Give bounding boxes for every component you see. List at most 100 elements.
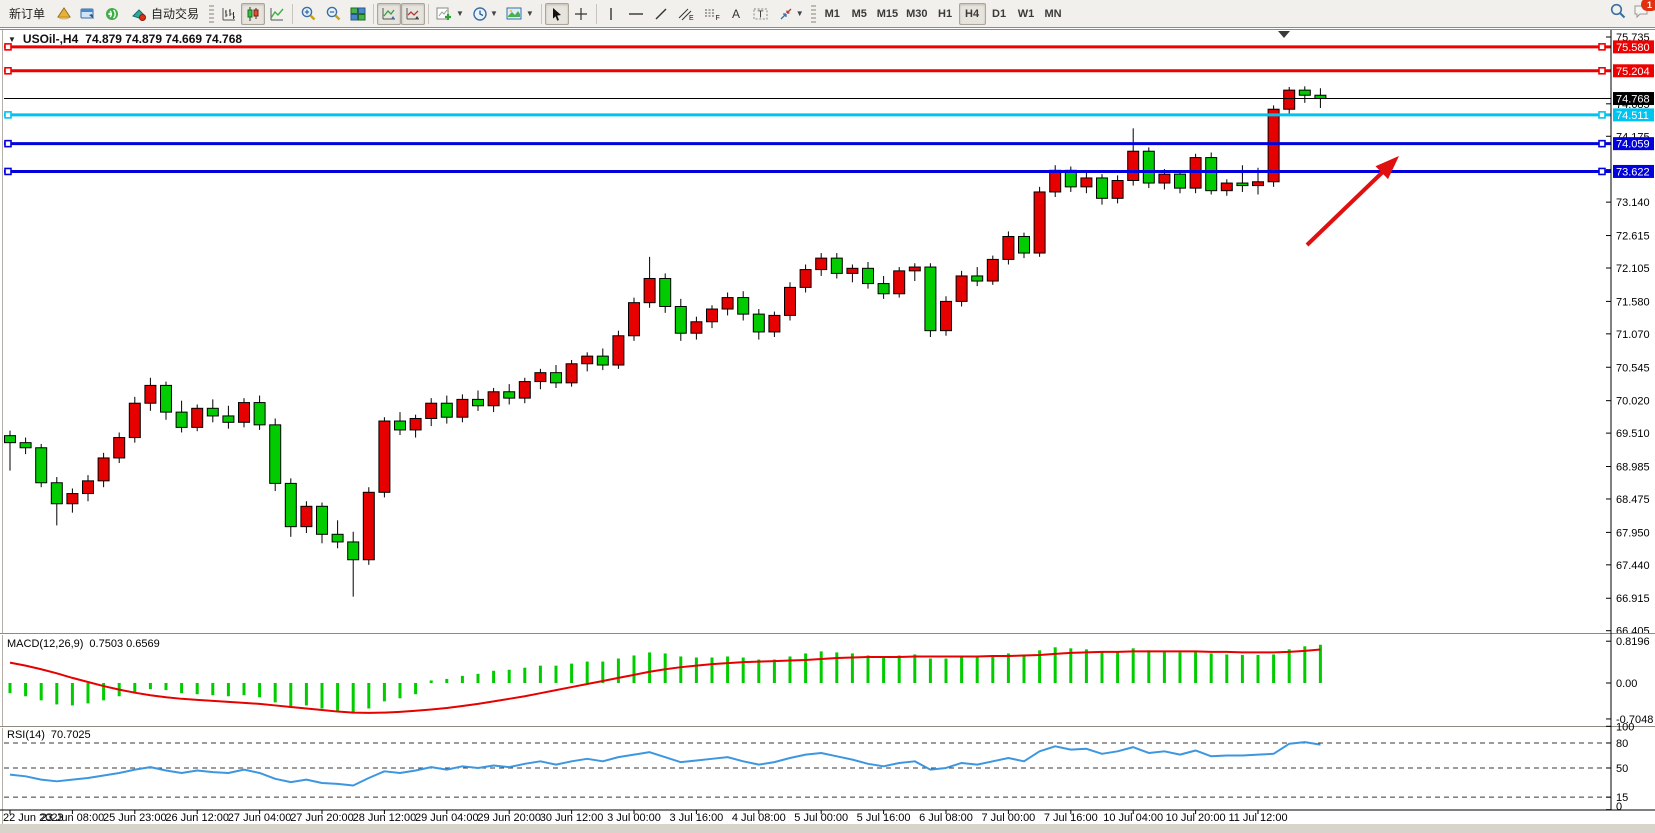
price-tick-label: 67.950 xyxy=(1616,527,1650,539)
trend-arrow-head[interactable] xyxy=(1375,156,1399,180)
trend-arrow-shaft[interactable] xyxy=(1305,162,1393,247)
candle xyxy=(82,480,94,495)
candle xyxy=(347,541,360,561)
candle xyxy=(1033,191,1046,254)
line-chart-mode-icon[interactable] xyxy=(265,3,289,25)
candle xyxy=(269,424,282,484)
timeframe-button-H1[interactable]: H1 xyxy=(932,3,959,25)
line-handle[interactable] xyxy=(1598,167,1606,176)
candle xyxy=(238,402,250,423)
timeframe-button-W1[interactable]: W1 xyxy=(1013,3,1040,25)
candle xyxy=(706,308,718,323)
candle xyxy=(144,384,157,404)
channel-tool-icon[interactable]: E xyxy=(673,3,699,25)
notifications-icon[interactable]: 1 xyxy=(1633,0,1655,25)
timeframe-button-M5[interactable]: M5 xyxy=(846,3,873,25)
auto-trading-label: 自动交易 xyxy=(151,7,200,21)
candlestick-mode-icon[interactable] xyxy=(241,2,266,25)
rsi-axis-label: 15 xyxy=(1616,792,1628,804)
timeframe-button-M1[interactable]: M1 xyxy=(819,3,846,25)
line-handle[interactable] xyxy=(1598,111,1606,119)
svg-text:A: A xyxy=(732,7,740,21)
timeframe-button-M30[interactable]: M30 xyxy=(902,3,931,25)
candle xyxy=(1236,182,1249,187)
time-label: 4 Jul 08:00 xyxy=(732,812,786,824)
svg-text:T: T xyxy=(757,9,763,20)
tile-windows-icon[interactable] xyxy=(346,3,370,25)
rsi-value: 70.7025 xyxy=(50,729,91,741)
candle xyxy=(565,363,578,384)
gold-ingot-icon[interactable] xyxy=(52,3,76,25)
line-handle[interactable] xyxy=(1598,43,1606,51)
line-handle[interactable] xyxy=(4,139,12,148)
price-tick-label: 73.140 xyxy=(1616,197,1650,209)
candle xyxy=(66,493,79,505)
line-handle[interactable] xyxy=(1598,66,1606,75)
candle xyxy=(1049,169,1062,193)
time-label: 27 Jun 20:00 xyxy=(290,812,354,824)
line-handle[interactable] xyxy=(1598,139,1606,148)
time-label: 10 Jul 04:00 xyxy=(1103,812,1163,824)
chevron-down-icon: ▼ xyxy=(795,9,804,18)
search-icon[interactable] xyxy=(1609,2,1627,25)
indicator-window-icon[interactable] xyxy=(377,2,402,25)
timeframe-button-D1[interactable]: D1 xyxy=(986,3,1013,25)
macd-values: 0.7503 0.6569 xyxy=(89,638,160,650)
time-label: 3 Jul 00:00 xyxy=(607,812,661,824)
price-line-badge xyxy=(1613,108,1654,122)
fibonacci-tool-icon[interactable]: F xyxy=(699,3,725,25)
period-clock-icon[interactable]: ▼ xyxy=(468,3,502,25)
zoom-in-icon[interactable] xyxy=(296,3,321,25)
price-badge-label: 75.580 xyxy=(1616,42,1650,54)
candle xyxy=(1252,181,1264,187)
candle xyxy=(128,402,141,439)
candle xyxy=(971,275,984,282)
time-label: 23 Jun 08:00 xyxy=(41,812,105,824)
line-handle[interactable] xyxy=(4,167,12,176)
line-handle[interactable] xyxy=(4,66,12,75)
rsi-axis-label: 80 xyxy=(1616,738,1628,750)
candle xyxy=(877,283,890,295)
time-label: 11 Jul 12:00 xyxy=(1228,812,1287,824)
shapes-tool-icon[interactable]: ▼ xyxy=(774,3,808,25)
zoom-out-icon[interactable] xyxy=(321,3,346,25)
template-image-icon[interactable]: ▼ xyxy=(502,3,538,25)
timeframe-button-MN[interactable]: MN xyxy=(1040,3,1067,25)
auto-trading-button[interactable]: 自动交易 xyxy=(124,3,206,25)
indicator-list-icon[interactable] xyxy=(401,2,426,25)
signal-icon[interactable] xyxy=(100,3,124,25)
chart-background xyxy=(0,28,1655,833)
candle xyxy=(1096,177,1108,199)
candle xyxy=(596,355,609,366)
new-order-button[interactable]: 新订单 xyxy=(2,3,52,25)
vertical-line-tool-icon[interactable] xyxy=(600,3,623,25)
toolbar-grip xyxy=(209,4,215,23)
timeframe-button-H4[interactable]: H4 xyxy=(958,2,986,25)
candle xyxy=(456,398,469,418)
label-tool-icon[interactable]: T xyxy=(748,3,774,25)
candle xyxy=(1205,157,1218,192)
bar-chart-mode-icon[interactable] xyxy=(217,3,241,25)
time-label: 5 Jul 00:00 xyxy=(794,812,848,824)
terminal-window-icon[interactable] xyxy=(76,3,100,25)
text-tool-icon[interactable]: A xyxy=(725,3,748,25)
toolbar-separator xyxy=(540,3,542,24)
candle xyxy=(1127,150,1140,181)
symbol-dropdown-icon[interactable]: ▼ xyxy=(8,34,16,44)
timeframe-button-M15[interactable]: M15 xyxy=(873,3,902,25)
candle xyxy=(581,355,594,365)
window-bottom-strip xyxy=(0,824,1655,833)
candle xyxy=(846,267,859,274)
line-handle[interactable] xyxy=(4,111,12,119)
horizontal-line-tool-icon[interactable] xyxy=(623,3,649,25)
add-indicator-icon[interactable]: ▼ xyxy=(432,3,468,25)
candle xyxy=(284,482,297,528)
crosshair-icon[interactable] xyxy=(569,3,593,25)
trendline-tool-icon[interactable] xyxy=(649,3,673,25)
cursor-icon[interactable] xyxy=(544,2,569,25)
candle xyxy=(191,407,204,428)
line-handle[interactable] xyxy=(4,43,12,51)
chart-shift-marker[interactable] xyxy=(1278,31,1290,38)
price-badge-label: 74.511 xyxy=(1616,110,1649,122)
chevron-down-icon: ▼ xyxy=(525,9,534,18)
